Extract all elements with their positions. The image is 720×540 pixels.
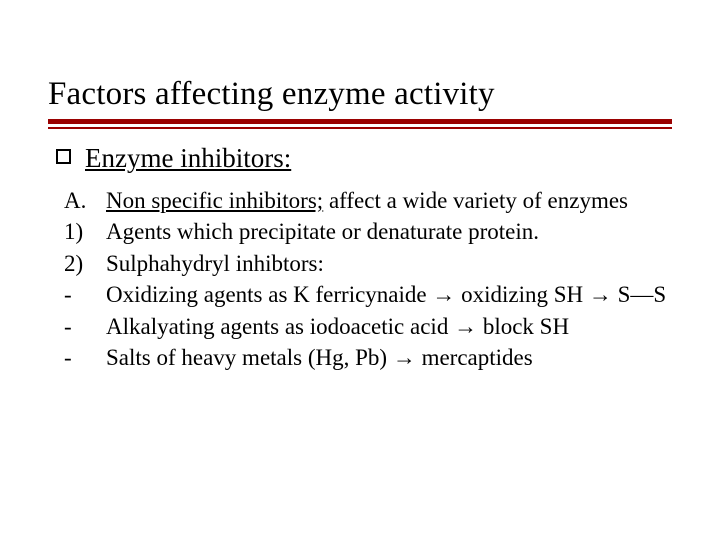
- list-item: - Oxidizing agents as K ferricynaide → o…: [64, 280, 672, 309]
- list-item: 2) Sulphahydryl inhibtors:: [64, 249, 672, 278]
- list-marker: A.: [64, 186, 94, 215]
- checkbox-icon: [56, 149, 71, 164]
- list-text-underlined: Non specific inhibitors;: [106, 188, 323, 213]
- section-heading: Enzyme inhibitors:: [85, 143, 291, 174]
- list-text: Sulphahydryl inhibtors:: [106, 249, 672, 278]
- list-item: - Alkalyating agents as iodoacetic acid …: [64, 312, 672, 341]
- title-block: Factors affecting enzyme activity: [48, 76, 672, 129]
- list-text: Agents which precipitate or denaturate p…: [106, 217, 672, 246]
- list-text: Non specific inhibitors; affect a wide v…: [106, 186, 672, 215]
- list-text: Salts of heavy metals (Hg, Pb) → mercapt…: [106, 343, 672, 372]
- list-marker: -: [64, 280, 94, 309]
- list-text-rest: affect a wide variety of enzymes: [323, 188, 628, 213]
- list-text: Oxidizing agents as K ferricynaide → oxi…: [106, 280, 672, 309]
- list-marker: -: [64, 343, 94, 372]
- list-item: - Salts of heavy metals (Hg, Pb) → merca…: [64, 343, 672, 372]
- list-marker: -: [64, 312, 94, 341]
- list-marker: 2): [64, 249, 94, 278]
- list-item: A. Non specific inhibitors; affect a wid…: [64, 186, 672, 215]
- title-underline-rule: [48, 119, 672, 129]
- list-item: 1) Agents which precipitate or denaturat…: [64, 217, 672, 246]
- list-text: Alkalyating agents as iodoacetic acid → …: [106, 312, 672, 341]
- slide-title: Factors affecting enzyme activity: [48, 76, 672, 113]
- list-marker: 1): [64, 217, 94, 246]
- slide: Factors affecting enzyme activity Enzyme…: [0, 0, 720, 540]
- section-heading-row: Enzyme inhibitors:: [56, 143, 672, 174]
- section-block: Enzyme inhibitors: A. Non specific inhib…: [48, 143, 672, 373]
- item-list: A. Non specific inhibitors; affect a wid…: [56, 186, 672, 373]
